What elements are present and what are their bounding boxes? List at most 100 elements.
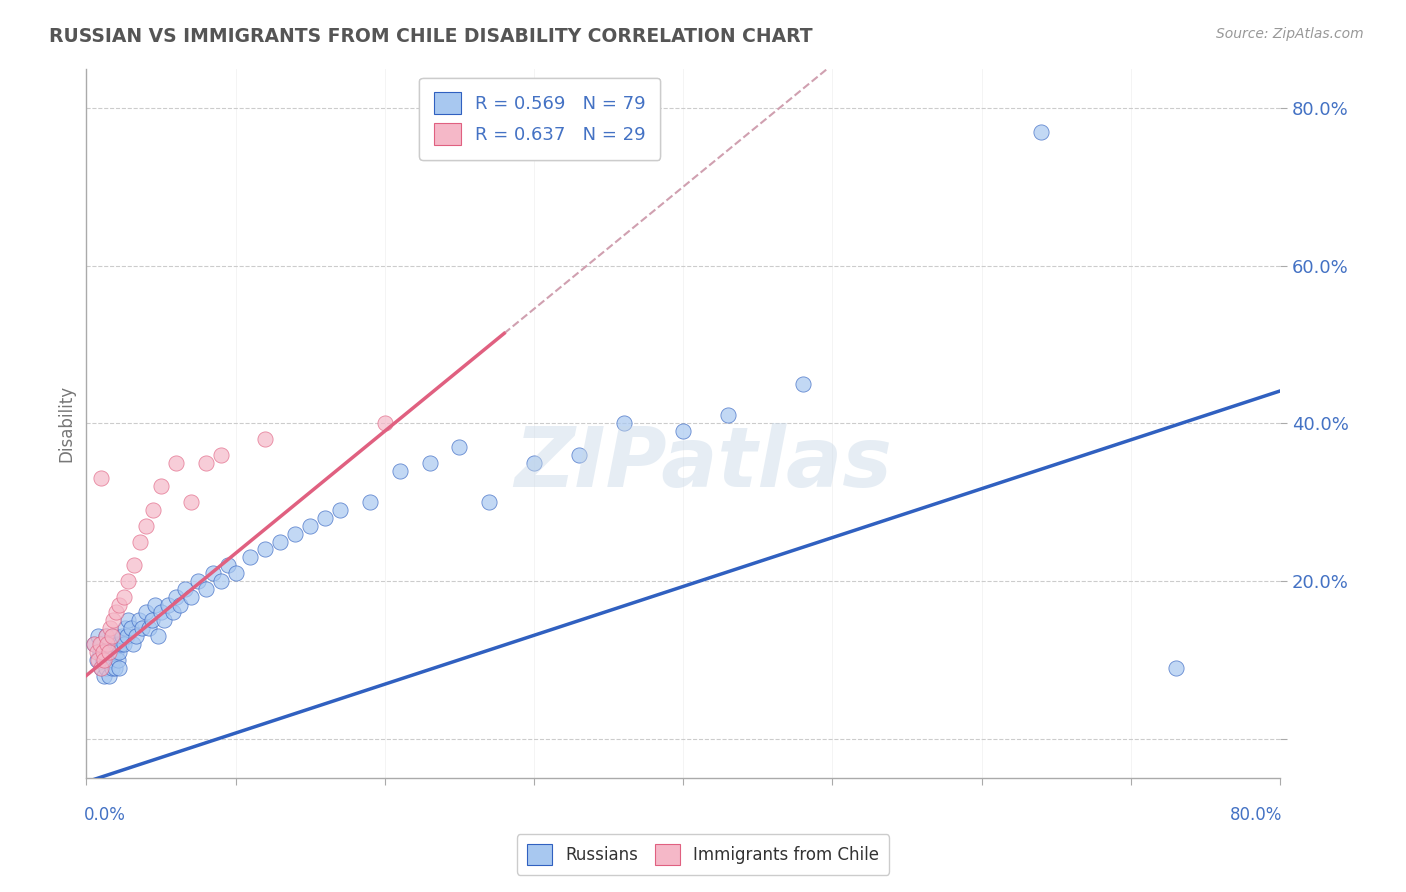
- Point: [314, 511, 336, 525]
- Point: [98, 653, 121, 667]
- Point: [105, 606, 128, 620]
- Point: [165, 456, 187, 470]
- Point: [672, 424, 695, 438]
- Point: [146, 629, 169, 643]
- Legend: R = 0.569   N = 79, R = 0.637   N = 29: R = 0.569 N = 79, R = 0.637 N = 29: [419, 78, 661, 160]
- Point: [89, 637, 111, 651]
- Point: [1164, 660, 1187, 674]
- Point: [792, 376, 814, 391]
- Point: [121, 637, 143, 651]
- Point: [100, 629, 122, 643]
- Point: [112, 637, 135, 651]
- Point: [374, 417, 396, 431]
- Point: [87, 629, 110, 643]
- Point: [83, 637, 105, 651]
- Point: [149, 479, 172, 493]
- Point: [141, 613, 163, 627]
- Point: [149, 606, 172, 620]
- Point: [98, 637, 121, 651]
- Point: [108, 645, 131, 659]
- Point: [449, 440, 471, 454]
- Point: [329, 503, 352, 517]
- Point: [100, 629, 122, 643]
- Point: [209, 448, 232, 462]
- Point: [117, 613, 139, 627]
- Point: [96, 637, 118, 651]
- Point: [135, 606, 157, 620]
- Text: ZIPatlas: ZIPatlas: [515, 424, 891, 504]
- Point: [90, 660, 112, 674]
- Point: [120, 621, 142, 635]
- Point: [91, 653, 114, 667]
- Point: [115, 629, 138, 643]
- Point: [107, 653, 129, 667]
- Point: [612, 417, 634, 431]
- Point: [107, 637, 129, 651]
- Point: [93, 653, 115, 667]
- Point: [91, 645, 114, 659]
- Text: 0.0%: 0.0%: [84, 806, 125, 824]
- Point: [94, 629, 117, 643]
- Point: [388, 464, 411, 478]
- Point: [86, 645, 108, 659]
- Y-axis label: Disability: Disability: [58, 384, 75, 462]
- Point: [89, 645, 111, 659]
- Point: [169, 598, 191, 612]
- Point: [93, 645, 115, 659]
- Point: [202, 566, 225, 580]
- Point: [418, 456, 440, 470]
- Legend: Russians, Immigrants from Chile: Russians, Immigrants from Chile: [517, 834, 889, 875]
- Point: [96, 645, 118, 659]
- Point: [111, 629, 134, 643]
- Point: [104, 660, 127, 674]
- Point: [209, 574, 232, 588]
- Point: [180, 495, 202, 509]
- Point: [97, 668, 120, 682]
- Text: 80.0%: 80.0%: [1230, 806, 1282, 824]
- Point: [110, 637, 132, 651]
- Point: [225, 566, 247, 580]
- Point: [90, 637, 112, 651]
- Point: [122, 558, 145, 573]
- Point: [128, 613, 150, 627]
- Point: [104, 637, 127, 651]
- Point: [1031, 125, 1053, 139]
- Point: [153, 613, 176, 627]
- Point: [239, 550, 262, 565]
- Point: [101, 613, 124, 627]
- Point: [143, 598, 166, 612]
- Point: [254, 432, 277, 446]
- Point: [717, 409, 740, 423]
- Point: [129, 534, 152, 549]
- Point: [180, 590, 202, 604]
- Point: [162, 606, 184, 620]
- Point: [108, 598, 131, 612]
- Point: [90, 660, 112, 674]
- Point: [299, 518, 322, 533]
- Point: [98, 621, 121, 635]
- Point: [87, 653, 110, 667]
- Point: [254, 542, 277, 557]
- Point: [173, 582, 195, 596]
- Point: [217, 558, 239, 573]
- Point: [90, 471, 112, 485]
- Point: [284, 526, 307, 541]
- Point: [101, 653, 124, 667]
- Point: [165, 590, 187, 604]
- Point: [83, 637, 105, 651]
- Point: [523, 456, 546, 470]
- Text: Source: ZipAtlas.com: Source: ZipAtlas.com: [1216, 27, 1364, 41]
- Point: [86, 653, 108, 667]
- Point: [135, 518, 157, 533]
- Point: [97, 637, 120, 651]
- Point: [124, 629, 146, 643]
- Point: [568, 448, 591, 462]
- Point: [94, 629, 117, 643]
- Point: [112, 590, 135, 604]
- Point: [108, 660, 131, 674]
- Point: [269, 534, 291, 549]
- Point: [117, 574, 139, 588]
- Point: [187, 574, 209, 588]
- Point: [142, 503, 165, 517]
- Point: [131, 621, 153, 635]
